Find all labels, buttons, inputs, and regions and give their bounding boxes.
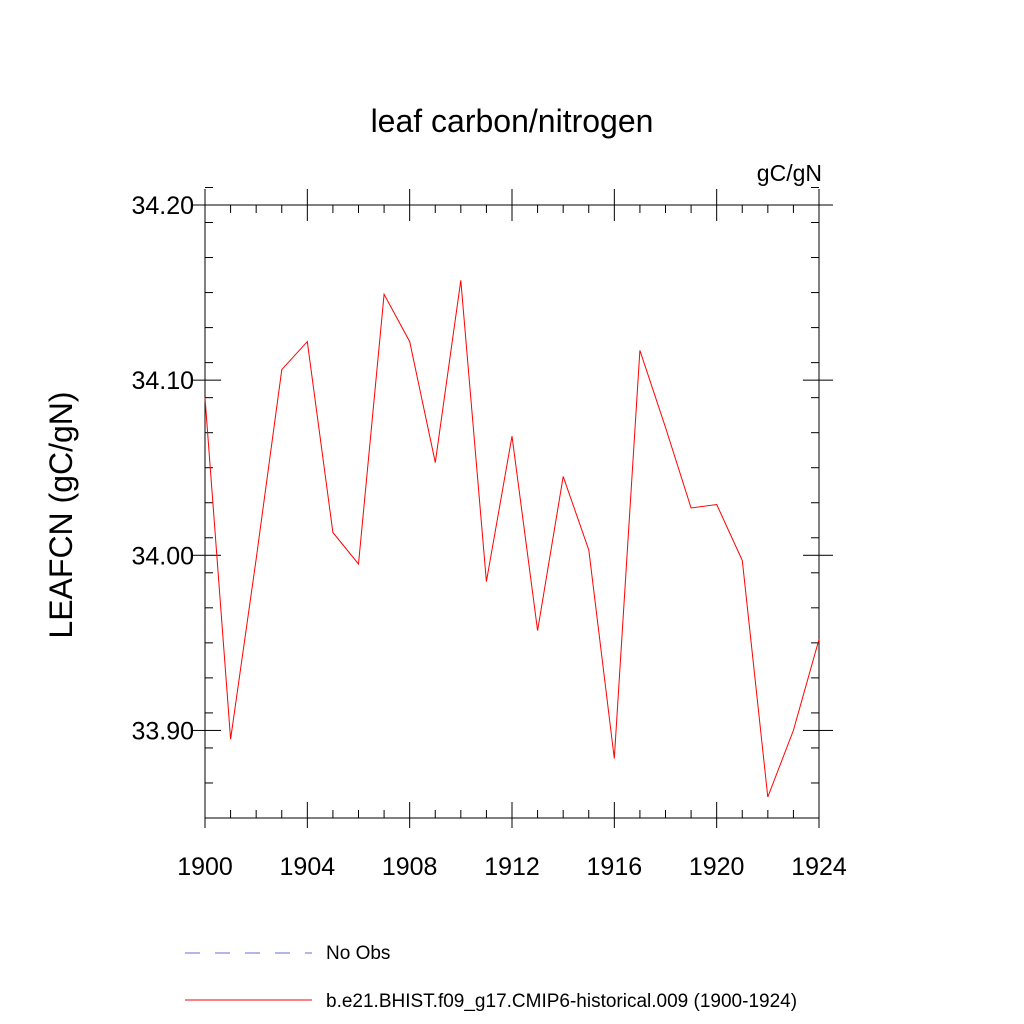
x-tick-label: 1916: [587, 853, 643, 881]
x-tick-label: 1904: [280, 853, 336, 881]
y-axis-label: LEAFCN (gC/gN): [43, 391, 79, 638]
y-tick-label: 34.00: [131, 542, 194, 570]
series-group: [204, 280, 820, 798]
y-tick-label: 34.20: [131, 192, 194, 220]
y-axis: 33.90 34.00 34.10 34.20: [131, 186, 833, 819]
x-tick-label: 1924: [791, 853, 847, 881]
legend-label-model: b.e21.BHIST.f09_g17.CMIP6-historical.009…: [326, 991, 797, 1012]
series-line: [204, 280, 820, 798]
x-tick-label: 1920: [689, 853, 745, 881]
y-tick-label: 34.10: [131, 367, 194, 395]
y-tick-label: 33.90: [131, 717, 194, 745]
x-tick-label: 1912: [484, 853, 540, 881]
units-label: gC/gN: [757, 160, 822, 186]
x-axis: 1900 1904 1908 1912 1916 1920 1924: [177, 189, 847, 881]
x-tick-label: 1908: [382, 853, 438, 881]
x-tick-label: 1900: [177, 853, 233, 881]
legend: No Obs b.e21.BHIST.f09_g17.CMIP6-histori…: [185, 943, 797, 1012]
chart-title: leaf carbon/nitrogen: [371, 103, 654, 139]
legend-label-no-obs: No Obs: [326, 943, 390, 964]
plot-frame: [204, 204, 820, 819]
